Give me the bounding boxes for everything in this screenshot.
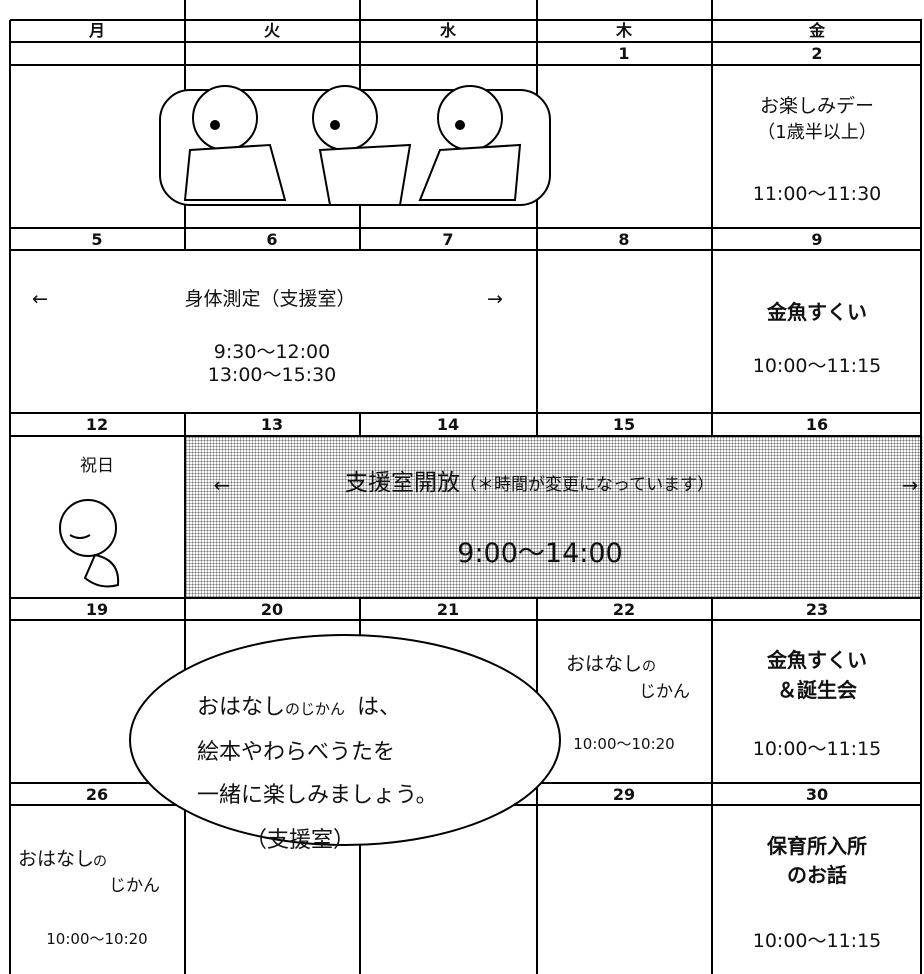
date: 20 bbox=[260, 600, 284, 619]
date: 2 bbox=[811, 44, 823, 63]
event-title: 保育所入所 bbox=[767, 834, 867, 858]
day-name: 金 bbox=[808, 21, 826, 40]
date: 23 bbox=[805, 600, 829, 619]
date: 29 bbox=[612, 785, 636, 804]
v-line bbox=[711, 598, 713, 974]
date: 12 bbox=[85, 415, 109, 434]
event-time: 10:00～11:15 bbox=[752, 930, 882, 952]
bubble-text: 絵本やわらべうたを bbox=[197, 740, 396, 765]
date: 26 bbox=[85, 785, 109, 804]
date: 5 bbox=[91, 230, 103, 249]
event-note: （1歳半以上） bbox=[757, 122, 877, 143]
event-note: （＊時間が変更になっています） bbox=[460, 475, 715, 495]
date: 21 bbox=[436, 600, 460, 619]
day-name: 月 bbox=[88, 21, 106, 40]
h-line bbox=[10, 619, 922, 621]
event-title: ＆誕生会 bbox=[777, 678, 857, 702]
event-time: 9:30～12:00 bbox=[213, 341, 331, 363]
date: 1 bbox=[618, 44, 630, 63]
day-name: 火 bbox=[263, 21, 281, 40]
event-title: おはなし bbox=[18, 848, 95, 870]
day-name: 木 bbox=[615, 21, 633, 40]
event-time: 10:00～10:20 bbox=[46, 930, 148, 948]
event-title: 身体測定（支援室） bbox=[184, 288, 356, 310]
h-line bbox=[10, 435, 922, 437]
v-line bbox=[920, 20, 922, 974]
h-line bbox=[10, 597, 922, 599]
baby-icon bbox=[59, 499, 120, 588]
date: 30 bbox=[805, 785, 829, 804]
h-line bbox=[10, 41, 922, 43]
event-title: じかん bbox=[109, 876, 160, 896]
day-name: 水 bbox=[439, 21, 457, 40]
date: 8 bbox=[618, 230, 630, 249]
arrow: → bbox=[487, 288, 503, 310]
date: 14 bbox=[436, 415, 460, 434]
v-line bbox=[536, 0, 538, 436]
sleeping-babies bbox=[159, 85, 551, 206]
arrow: ← bbox=[32, 288, 48, 310]
speech-bubble bbox=[129, 634, 561, 846]
event-time: 10:00～11:15 bbox=[752, 738, 882, 760]
event-time: 11:00～11:30 bbox=[752, 183, 882, 205]
bubble-text: は、 bbox=[357, 695, 402, 720]
event-time: 10:00～10:20 bbox=[573, 735, 675, 753]
bubble-text: （支援室） bbox=[244, 828, 356, 853]
event-title: じかん bbox=[639, 682, 690, 702]
arrow: → bbox=[901, 473, 919, 497]
event-time: 10:00～11:15 bbox=[752, 355, 882, 377]
event-title: おはなし bbox=[566, 653, 643, 675]
date: 15 bbox=[612, 415, 636, 434]
h-line bbox=[10, 64, 922, 66]
date: 7 bbox=[442, 230, 454, 249]
open-room-band bbox=[185, 436, 923, 598]
h-line bbox=[10, 227, 922, 229]
date: 22 bbox=[612, 600, 636, 619]
h-line bbox=[10, 19, 922, 21]
event-title: お楽しみデー bbox=[759, 95, 875, 117]
date: 16 bbox=[805, 415, 829, 434]
event-title: の bbox=[642, 659, 656, 675]
bubble-text: 一緒に楽しみましょう。 bbox=[197, 783, 438, 808]
v-line bbox=[359, 413, 361, 436]
bubble-text: おはなし bbox=[197, 695, 286, 720]
event-title: 支援室開放 bbox=[345, 470, 460, 496]
h-line bbox=[10, 249, 922, 251]
date: 6 bbox=[266, 230, 278, 249]
event-title: の bbox=[93, 854, 107, 870]
bubble-text: のじかん bbox=[285, 700, 346, 718]
event-title: 金魚すくい bbox=[767, 648, 867, 672]
event-title: のお話 bbox=[787, 863, 847, 887]
v-line bbox=[9, 20, 11, 974]
date: 19 bbox=[85, 600, 109, 619]
h-line bbox=[10, 412, 922, 414]
date: 9 bbox=[811, 230, 823, 249]
event-time: 9:00～14:00 bbox=[457, 538, 623, 569]
v-line bbox=[711, 0, 713, 436]
arrow: ← bbox=[213, 473, 231, 497]
holiday: 祝日 bbox=[80, 456, 114, 476]
event-title: 金魚すくい bbox=[767, 300, 867, 324]
date: 13 bbox=[260, 415, 284, 434]
event-time: 13:00～15:30 bbox=[207, 364, 337, 386]
